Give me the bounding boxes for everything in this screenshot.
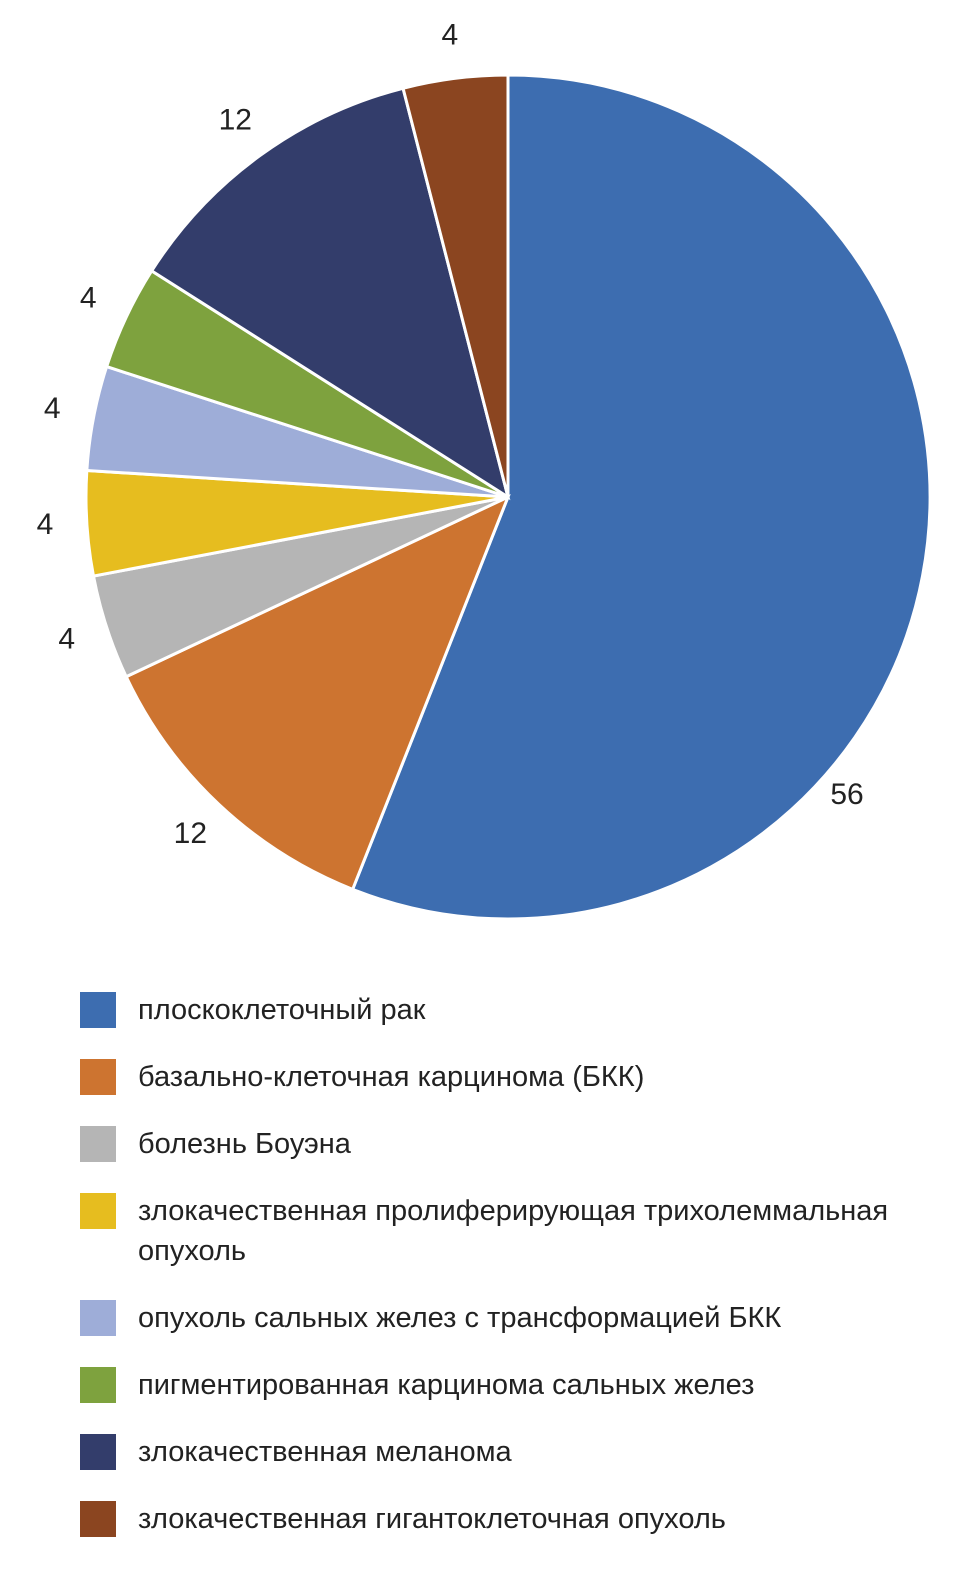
legend-item: злокачественная меланома <box>80 1432 940 1472</box>
data-label: 12 <box>219 104 252 137</box>
legend-swatch <box>80 1193 116 1229</box>
pie-slice <box>401 73 510 498</box>
legend-swatch <box>80 1300 116 1336</box>
legend-swatch <box>80 1059 116 1095</box>
data-label: 4 <box>442 19 459 52</box>
legend-item: злокачественная пролиферирующая трихолем… <box>80 1191 940 1271</box>
legend-swatch <box>80 1501 116 1537</box>
legend-label: злокачественная пролиферирующая трихолем… <box>138 1195 889 1267</box>
legend-label: злокачественная гигантоклеточная опухоль <box>138 1503 726 1535</box>
legend-item: пигментированная карцинома сальных желез <box>80 1365 940 1405</box>
legend-swatch <box>80 1434 116 1470</box>
pie-slice <box>124 494 511 892</box>
legend: плоскоклеточный рак базально-клеточная ка… <box>80 990 940 1566</box>
legend-label: базально-клеточная карцинома (БКК) <box>138 1061 645 1093</box>
chart: 56 12 4 4 4 4 12 4 <box>37 19 932 921</box>
legend-item: злокачественная гигантоклеточная опухоль <box>80 1499 940 1539</box>
legend-label: плоскоклеточный рак <box>138 994 426 1026</box>
legend-label: пигментированная карцинома сальных желез <box>138 1369 755 1401</box>
pie-slice <box>149 86 511 501</box>
legend-item: плоскоклеточный рак <box>80 990 940 1030</box>
legend-item: опухоль сальных желез с трансформацией Б… <box>80 1298 940 1338</box>
legend-swatch <box>80 992 116 1028</box>
legend-label: опухоль сальных желез с трансформацией Б… <box>138 1302 782 1334</box>
legend-label: болезнь Боуэна <box>138 1128 351 1160</box>
pie-slice <box>350 73 932 921</box>
data-label: 4 <box>37 508 54 541</box>
data-label: 4 <box>58 622 75 655</box>
legend-item: базально-клеточная карцинома (БКК) <box>80 1057 940 1097</box>
data-label: 56 <box>830 778 863 811</box>
data-label: 4 <box>80 281 97 314</box>
legend-label: злокачественная меланома <box>138 1436 512 1468</box>
data-label: 4 <box>44 392 61 425</box>
legend-swatch <box>80 1126 116 1162</box>
legend-item: болезнь Боуэна <box>80 1124 940 1164</box>
data-label: 12 <box>174 817 207 850</box>
legend-swatch <box>80 1367 116 1403</box>
